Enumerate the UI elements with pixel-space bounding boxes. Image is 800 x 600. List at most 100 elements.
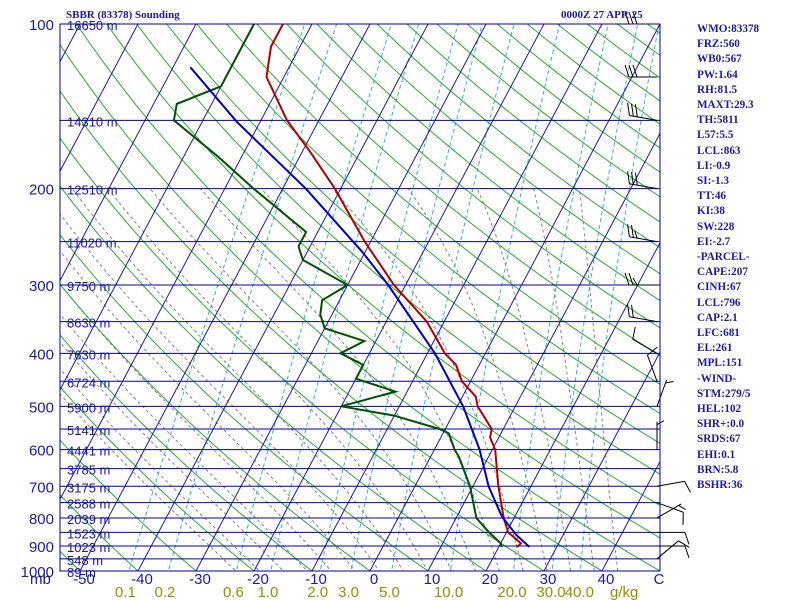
moist-adiabat (107, 188, 429, 571)
dry-adiabat (60, 494, 139, 571)
index-item: CAPE:207 (697, 266, 748, 279)
index-item: LI:-0.9 (697, 159, 731, 172)
height-label: 11020 m (67, 236, 117, 251)
height-label: 16650 m (67, 18, 118, 33)
wind-barb (627, 304, 658, 323)
index-item: WB0:567 (697, 53, 742, 66)
index-item: L57:5.5 (697, 129, 734, 142)
moist-adiabat (60, 393, 237, 571)
isotherm (79, 24, 371, 571)
pressure-label: 600 (29, 443, 54, 460)
isotherm (601, 460, 660, 571)
mixing-ratio-line (128, 24, 306, 571)
mixing-ratio-label: 30.0 (536, 584, 565, 600)
height-label: 5141 m (67, 423, 110, 438)
temperature-tick-label: -30 (189, 571, 211, 588)
index-item: LCL:863 (697, 144, 741, 157)
temperature-tick-label: -40 (131, 571, 153, 588)
temperature-tick-label: 20 (482, 571, 499, 588)
wind-barb (656, 480, 692, 493)
temperature-tick-label: 0 (370, 571, 378, 588)
index-item: MPL:151 (697, 357, 743, 370)
index-item: LFC:681 (697, 327, 740, 340)
mixing-ratio-label: 10.0 (434, 584, 463, 600)
pressure-label: 300 (29, 278, 54, 295)
pressure-label: 900 (29, 539, 54, 556)
index-item: TT:46 (697, 190, 727, 203)
height-label: 6724 m (67, 375, 110, 390)
isotherm (60, 24, 313, 501)
profile-lines (172, 24, 531, 548)
dewpoint-line (172, 24, 503, 548)
index-item: EI:-2.7 (697, 235, 731, 248)
pressure-label: 200 (29, 182, 54, 199)
height-label: 1023 m (67, 540, 110, 555)
index-item: FRZ:560 (697, 38, 740, 51)
wind-barb (627, 102, 658, 121)
mixing-ratio-label: 0.6 (223, 584, 244, 600)
index-item: HEL:102 (697, 403, 742, 416)
height-label: 2039 m (67, 512, 110, 527)
isotherm (195, 24, 487, 571)
pressure-label: 700 (29, 479, 54, 496)
dry-adiabat (60, 439, 197, 571)
moist-adiabat (60, 250, 356, 571)
mixing-ratio-line (167, 24, 338, 571)
pressure-label: 500 (29, 399, 54, 416)
index-item: -PARCEL- (697, 251, 750, 264)
index-item: -WIND- (697, 372, 737, 385)
index-item: SI:-1.3 (697, 175, 730, 188)
mixing-ratio-line (512, 24, 609, 571)
mixing-ratio-line (235, 24, 392, 571)
index-item: MAXT:29.3 (697, 99, 754, 112)
index-item: SHR+:0.0 (697, 418, 745, 431)
moist-adiabat (331, 188, 524, 571)
height-label: 14310 m (67, 114, 118, 129)
moist-adiabat (60, 368, 261, 571)
pressure-label: 1000 (21, 564, 54, 581)
moist-adiabat (260, 188, 500, 571)
mixing-ratio-line (579, 24, 660, 571)
mixing-ratio-label: 0.2 (155, 584, 176, 600)
isotherm (543, 351, 660, 571)
background-grid (60, 24, 660, 571)
moist-adiabat (476, 188, 572, 571)
mixing-ratio-label: 3.0 (338, 584, 359, 600)
height-label: 4441 m (67, 444, 110, 459)
height-label: 9750 m (67, 279, 110, 294)
height-label: 2588 m (67, 497, 110, 512)
index-item: STM:279/5 (697, 387, 751, 400)
wind-barb (657, 531, 690, 545)
mixing-ratio-label: 0.1 (115, 584, 136, 600)
isotherm (311, 24, 603, 571)
index-item: EHI:0.1 (697, 448, 736, 461)
wind-barb (656, 540, 690, 560)
station-title: SBBR (83378) Sounding (66, 9, 180, 21)
plot-frame (59, 23, 661, 572)
index-item: EL:261 (697, 342, 733, 355)
isotherm (60, 24, 139, 173)
stability-indices: WMO:83378 FRZ:560 WB0:567 PW:1.64 RH:81.5 MAX… (697, 22, 759, 493)
mixing-ratio-unit-label: g/kg (610, 584, 638, 600)
moist-adiabat (60, 341, 284, 571)
index-item: BSHR:36 (697, 479, 743, 492)
temperature-tick-label: -50 (73, 571, 95, 588)
wind-barb (627, 224, 658, 243)
temperature-tick-label: 10 (424, 571, 441, 588)
index-item: CINH:67 (697, 281, 742, 294)
wind-barb (656, 379, 674, 407)
height-label: 3785 m (67, 463, 110, 478)
temperature-tick-label: 30 (540, 571, 557, 588)
mixing-ratio-line (270, 24, 420, 571)
plot-area (60, 24, 660, 571)
height-label: 1523 m (67, 526, 110, 541)
index-item: TH:5811 (697, 114, 739, 127)
pressure-label: 400 (29, 346, 54, 363)
isotherm (427, 132, 660, 571)
isotherm (60, 24, 197, 282)
index-item: WMO:83378 (697, 23, 760, 35)
temperature-tick-label: 40 (598, 571, 615, 588)
